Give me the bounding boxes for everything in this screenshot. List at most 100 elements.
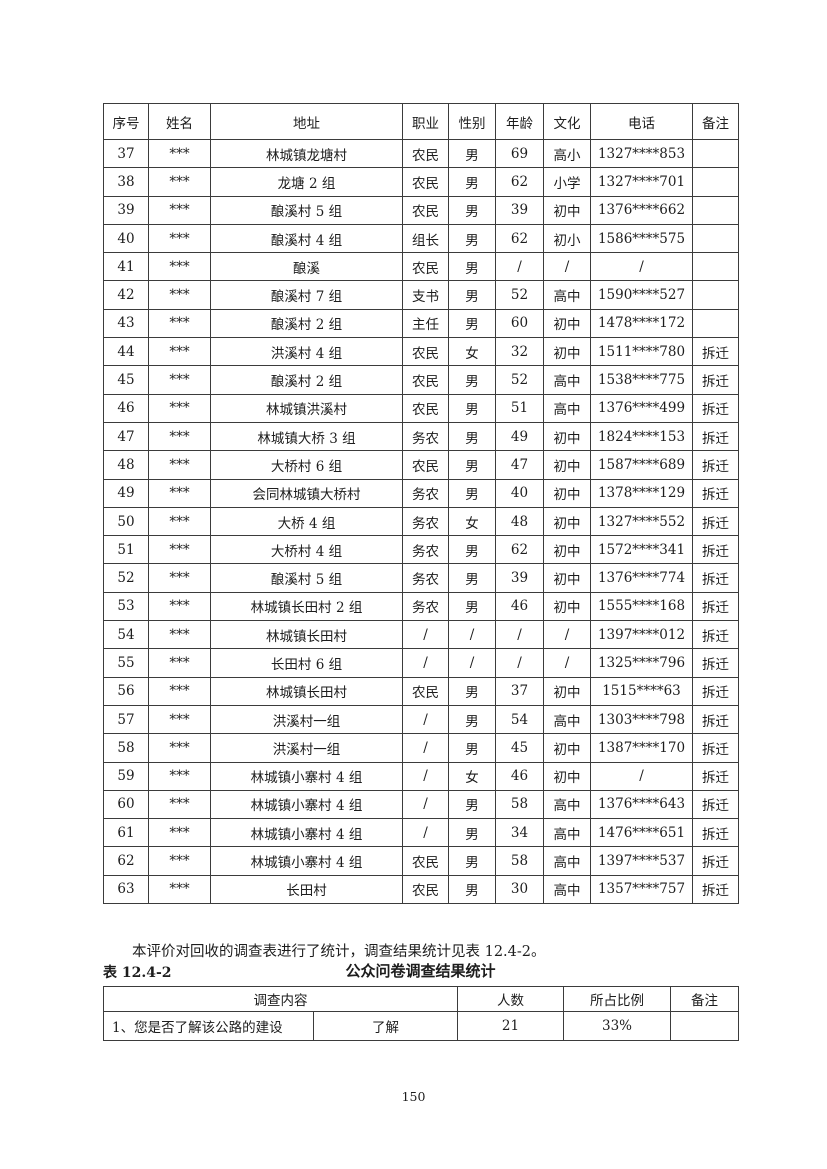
survey-table-cell: 男: [448, 846, 496, 876]
survey-table-cell: 1387****170: [590, 733, 693, 763]
results-table-row: 1、您是否了解该公路的建设 了解 21 33%: [103, 1011, 739, 1041]
survey-table-cell: 1303****798: [590, 704, 693, 735]
survey-table-cell: 1327****552: [590, 506, 693, 537]
survey-table-cell: /: [448, 620, 496, 650]
survey-table-cell: 龙塘 2 组: [210, 167, 403, 197]
survey-table-cell: 58: [495, 846, 544, 876]
survey-table-cell: 56: [103, 676, 149, 706]
survey-table-cell: 55: [103, 648, 149, 678]
survey-table-cell: ***: [148, 393, 211, 423]
survey-table-cell: 39: [495, 195, 544, 225]
survey-table-cell: 1376****499: [590, 393, 693, 423]
survey-table-cell: 初中: [543, 535, 591, 565]
survey-table-cell: 洪溪村一组: [210, 704, 403, 735]
survey-table-cell: 林城镇洪溪村: [210, 393, 403, 423]
survey-table-cell: 女: [448, 506, 496, 537]
survey-table-cell: 46: [103, 393, 149, 423]
survey-table-cell: 59: [103, 761, 149, 791]
survey-table-cell: 52: [495, 365, 544, 395]
survey-table-cell: 45: [103, 365, 149, 395]
survey-table-cell: ***: [148, 223, 211, 254]
survey-table-cell: 51: [103, 535, 149, 565]
survey-column-header: 职业: [402, 103, 449, 140]
survey-table-row: 56 *** 林城镇长田村 农民男 37 初中 1515****63 拆迁: [103, 676, 739, 706]
survey-table-cell: 拆迁: [692, 337, 739, 367]
survey-table-cell: 拆迁: [692, 846, 739, 876]
survey-table-cell: [692, 223, 739, 254]
survey-table-cell: 1511****780: [590, 337, 693, 367]
survey-table-cell: 拆迁: [692, 874, 739, 905]
survey-table-cell: ***: [148, 337, 211, 367]
survey-column-header: 地址: [210, 103, 403, 140]
survey-table-cell: 务农: [402, 506, 449, 537]
survey-table-cell: 拆迁: [692, 478, 739, 508]
survey-table-cell: 农民: [402, 337, 449, 367]
survey-table-cell: 1397****537: [590, 846, 693, 876]
survey-table-cell: 1376****662: [590, 195, 693, 225]
survey-table-cell: 酿溪村 7 组: [210, 280, 403, 310]
survey-table-cell: ***: [148, 620, 211, 650]
survey-table-cell: 男: [448, 223, 496, 254]
survey-table-cell: 高中: [543, 846, 591, 876]
survey-table-cell: 初中: [543, 676, 591, 706]
survey-table-cell: ***: [148, 846, 211, 876]
survey-table-cell: 酿溪村 5 组: [210, 563, 403, 593]
survey-table-cell: 务农: [402, 591, 449, 622]
survey-table-cell: ***: [148, 195, 211, 225]
survey-table-cell: ***: [148, 308, 211, 339]
survey-table-cell: 洪溪村 4 组: [210, 337, 403, 367]
survey-table-cell: 52: [103, 563, 149, 593]
survey-table-cell: 长田村: [210, 874, 403, 905]
survey-results-statistics-table: 调查内容 人数 所占比例 备注 1、您是否了解该公路的建设 了解 21 33%: [103, 986, 739, 1041]
survey-table-cell: 1586****575: [590, 223, 693, 254]
results-table-cell: [670, 1011, 739, 1041]
survey-table-cell: 51: [495, 393, 544, 423]
survey-table-cell: 农民: [402, 195, 449, 225]
results-table-cell: 21: [457, 1011, 564, 1041]
survey-table-cell: 林城镇长田村: [210, 620, 403, 650]
survey-table-cell: /: [495, 648, 544, 678]
survey-table-cell: 1376****643: [590, 789, 693, 820]
survey-table-cell: /: [543, 648, 591, 678]
survey-table-cell: 47: [103, 421, 149, 452]
survey-table-cell: 42: [103, 280, 149, 310]
survey-table-cell: 1327****701: [590, 167, 693, 197]
survey-table-cell: [692, 195, 739, 225]
survey-column-header: 序号: [103, 103, 149, 140]
survey-table-cell: 37: [103, 138, 149, 169]
survey-table-cell: 初中: [543, 421, 591, 452]
survey-table-cell: 39: [103, 195, 149, 225]
survey-table-cell: ***: [148, 167, 211, 197]
survey-table-body: 37 *** 林城镇龙塘村 农民男 69 高小 1327****853 38 *** 龙塘 2 组…: [103, 138, 739, 905]
survey-table-cell: 1587****689: [590, 450, 693, 480]
survey-table-cell: 1478****172: [590, 308, 693, 339]
survey-table-cell: 男: [448, 167, 496, 197]
survey-table-cell: /: [448, 648, 496, 678]
survey-table-cell: 43: [103, 308, 149, 339]
survey-table-cell: 32: [495, 337, 544, 367]
survey-table-cell: 48: [103, 450, 149, 480]
survey-table-cell: /: [495, 252, 544, 282]
survey-table-cell: 高中: [543, 874, 591, 905]
survey-table-cell: 男: [448, 393, 496, 423]
survey-table-cell: 高中: [543, 280, 591, 310]
survey-table-cell: 酿溪村 5 组: [210, 195, 403, 225]
survey-table-cell: ***: [148, 676, 211, 706]
survey-table-cell: 初中: [543, 733, 591, 763]
survey-table-cell: 49: [495, 421, 544, 452]
survey-table-cell: 小学: [543, 167, 591, 197]
results-table-title: 公众问卷调查结果统计: [345, 962, 496, 980]
survey-table-cell: ***: [148, 789, 211, 820]
survey-table-cell: 高中: [543, 704, 591, 735]
survey-table-cell: 1397****012: [590, 620, 693, 650]
survey-table-cell: 林城镇小寨村 4 组: [210, 789, 403, 820]
survey-table-cell: /: [402, 789, 449, 820]
survey-table-cell: 林城镇小寨村 4 组: [210, 846, 403, 876]
survey-table-row: 63 *** 长田村 农民男 30 高中 1357****757 拆迁: [103, 874, 739, 905]
survey-table-cell: 58: [103, 733, 149, 763]
survey-table-cell: /: [402, 818, 449, 848]
survey-table-row: 41 *** 酿溪 农民男 / / /: [103, 252, 739, 282]
survey-table-cell: 男: [448, 535, 496, 565]
survey-table-cell: 高中: [543, 789, 591, 820]
survey-table-cell: 大桥村 4 组: [210, 535, 403, 565]
